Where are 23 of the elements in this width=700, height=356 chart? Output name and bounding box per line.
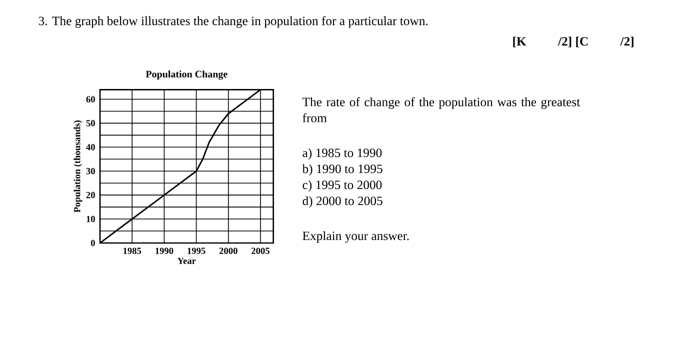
- y-tick-label: 50: [86, 120, 95, 126]
- text: [K /2] [C /2]: [513, 36, 634, 48]
- text: b) 1990 to 1995: [302, 164, 382, 176]
- y-tick-label: 40: [86, 144, 95, 150]
- y-tick-label: 30: [86, 168, 95, 174]
- x-tick-label: 2000: [219, 248, 238, 254]
- y-tick-label: 60: [86, 96, 95, 102]
- text: 3. The graph below illustrates the change in population for a particular town.: [38, 16, 428, 28]
- text: a) 1985 to 1990: [302, 148, 382, 160]
- text: Explain your answer.: [302, 231, 409, 243]
- chart-title: Population Change: [146, 70, 228, 80]
- x-tick-label: 1985: [124, 248, 142, 254]
- y-tick-label: 0: [90, 240, 95, 246]
- text: The rate of change of the population was the greatest from: [302, 97, 580, 122]
- x-tick-label: 1990: [156, 248, 174, 254]
- text: d) 2000 to 2005: [302, 196, 382, 208]
- x-axis-title: Year: [178, 258, 196, 264]
- y-axis-title: Population (thousands): [74, 120, 82, 212]
- x-tick-label: 2005: [252, 248, 270, 254]
- y-tick-label: 10: [86, 216, 95, 222]
- x-tick-label: 1995: [188, 248, 206, 254]
- y-tick-label: 20: [86, 192, 95, 198]
- text: c) 1995 to 2000: [302, 180, 382, 192]
